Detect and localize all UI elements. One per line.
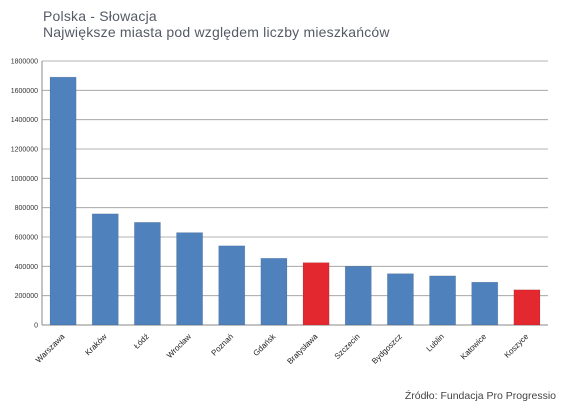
x-tick-label: Lublin [425,332,446,353]
y-tick-label: 1000000 [11,176,38,183]
y-tick-label: 1800000 [11,59,38,66]
x-tick-label: Szczecin [333,332,362,361]
x-tick-label: Katowice [459,332,489,362]
source-note: Źródło: Fundacja Pro Progressio [404,390,556,402]
y-tick-label: 800000 [15,205,38,212]
bar [176,232,203,326]
bar [49,76,77,326]
x-tick-label: Łódź [132,332,151,351]
bar [513,289,541,326]
chart-subtitle: Największe miasta pod względem liczby mi… [43,24,390,40]
x-tick-label: Poznań [210,332,236,358]
y-tick-label: 0 [34,323,38,330]
chart-title-block: Polska - Słowacja Największe miasta pod … [43,8,390,40]
y-tick-label: 1200000 [11,147,38,154]
y-tick-label: 400000 [15,264,38,271]
y-tick-label: 1400000 [11,117,38,124]
bar [134,222,161,326]
bar [260,257,288,326]
y-tick-label: 600000 [15,235,38,242]
y-tick-label: 200000 [15,293,38,300]
x-tick-label: Warszawa [34,332,67,365]
y-tick-label: 1600000 [11,88,38,95]
x-tick-label: Bydgoszcz [370,332,404,366]
x-tick-label: Kraków [83,332,108,357]
bar [344,266,372,326]
bar [387,273,414,326]
x-tick-label: Koszyce [503,332,531,360]
x-tick-label: Bratysława [285,332,319,366]
bar [218,245,246,326]
x-tick-label: Wrocław [165,332,193,360]
chart-title: Polska - Słowacja [43,8,157,24]
bar [91,213,119,326]
bar [429,275,456,326]
bar [302,262,330,326]
x-tick-label: Gdańsk [251,331,278,358]
bar [471,281,499,326]
